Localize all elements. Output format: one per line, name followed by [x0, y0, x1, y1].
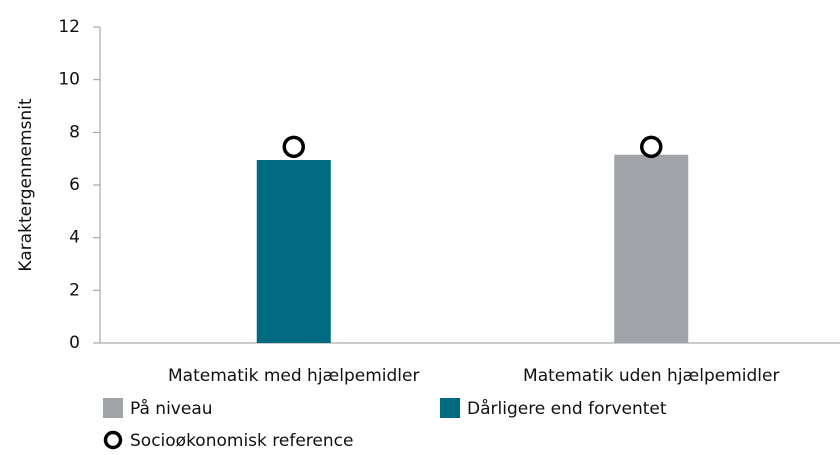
- y-tick-label: 10: [58, 70, 80, 90]
- x-tick-label: Matematik med hjælpemidler: [168, 366, 419, 386]
- legend-label: På niveau: [130, 398, 213, 419]
- legend-marker: [103, 430, 123, 450]
- legend-label: Dårligere end forventet: [467, 398, 667, 419]
- legend-swatch: [103, 398, 123, 418]
- y-tick-label: 12: [58, 17, 80, 37]
- reference-marker: [640, 135, 663, 159]
- bar: [614, 154, 689, 343]
- bar: [256, 159, 331, 343]
- y-tick-label: 6: [69, 175, 80, 195]
- legend-label: Socioøkonomisk reference: [130, 431, 353, 451]
- y-tick-label: 8: [69, 122, 80, 142]
- y-tick-label: 4: [69, 228, 80, 248]
- y-tick-label: 2: [69, 280, 80, 300]
- legend-swatch: [440, 398, 460, 418]
- reference-marker: [282, 135, 305, 159]
- x-tick-label: Matematik uden hjælpemidler: [523, 366, 779, 386]
- y-tick-label: 0: [69, 333, 80, 353]
- y-axis-label: Karaktergennemsnit: [16, 98, 36, 272]
